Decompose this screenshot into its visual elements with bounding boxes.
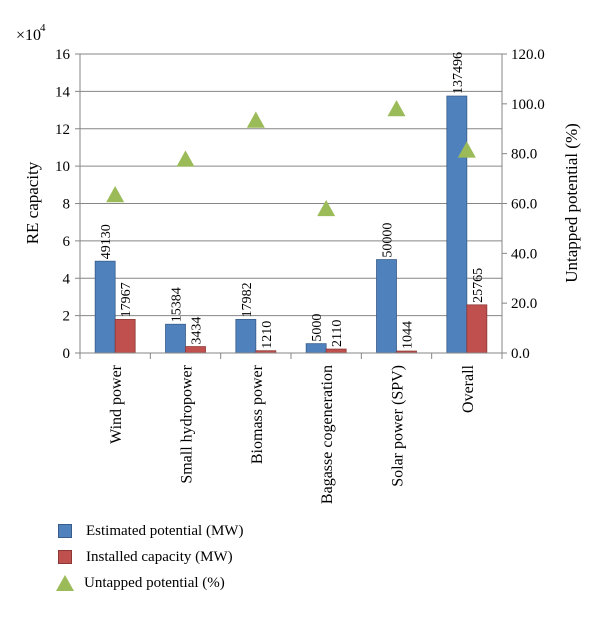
y-axis-multiplier-exponent: 4 [40, 22, 46, 34]
y2-tick-label: 100.0 [511, 97, 545, 113]
untapped-marker-triangle [106, 186, 125, 203]
y2-tick-label: 60.0 [511, 197, 537, 213]
bar-estimated [376, 259, 397, 354]
untapped-marker-triangle [317, 199, 336, 217]
untapped-marker-triangle [246, 111, 265, 128]
data-label-estimated: 17982 [240, 282, 255, 317]
bar-estimated [94, 260, 116, 354]
markers [106, 100, 476, 217]
bar-estimated [165, 323, 186, 354]
x-category-label: Bagasse cogeneration [319, 365, 336, 504]
data-label-installed: 3434 [190, 317, 205, 345]
legend-item-untapped: Untapped potential (%) [56, 570, 243, 596]
bars [94, 95, 488, 354]
y-tick-label: 12 [55, 122, 70, 138]
y2-tick-label: 40.0 [511, 246, 537, 262]
y2-tick-label: 0.0 [511, 346, 530, 362]
legend: Estimated potential (MW) Installed capac… [56, 518, 243, 596]
data-label-installed: 17967 [119, 282, 134, 317]
legend-label-untapped: Untapped potential (%) [84, 574, 225, 591]
untapped-marker-triangle [457, 141, 476, 158]
y2-tick-label: 80.0 [511, 147, 537, 163]
x-category-label: Biomass power [249, 364, 266, 464]
x-category-label: Wind power [108, 364, 125, 444]
y-tick-label: 2 [63, 309, 71, 325]
x-category-label: Overall [460, 364, 477, 413]
data-label-estimated: 137496 [451, 52, 466, 94]
bar-estimated [446, 95, 468, 354]
data-label-estimated: 50000 [381, 223, 396, 258]
untapped-marker-triangle [387, 100, 406, 117]
data-label-estimated: 5000 [310, 314, 325, 342]
bar-estimated [305, 343, 327, 354]
bar-installed [185, 346, 206, 354]
legend-triangle-icon [56, 575, 74, 591]
legend-item-estimated: Estimated potential (MW) [58, 518, 243, 544]
gridlines [80, 53, 502, 317]
legend-label-estimated: Estimated potential (MW) [86, 522, 244, 539]
bar-installed [466, 304, 488, 354]
y-axis-title: RE capacity [23, 161, 42, 244]
y2-tick-label: 20.0 [511, 296, 537, 312]
y-tick-label: 0 [63, 346, 71, 362]
data-label-installed: 1044 [401, 321, 416, 349]
y2-axis-title: Untapped potential (%) [562, 123, 581, 283]
data-label-estimated: 49130 [99, 224, 114, 259]
y-tick-label: 10 [55, 159, 70, 175]
y-axis-multiplier: ×10 [16, 27, 41, 44]
x-category-label: Solar power (SPV) [390, 365, 407, 487]
axes: 0 2 4 6 8 10 12 14 16 0.0 20.0 40.0 60.0 80.0 100.0 120… [55, 47, 545, 504]
bar-installed [114, 319, 136, 354]
legend-item-installed: Installed capacity (MW) [58, 544, 243, 570]
legend-label-installed: Installed capacity (MW) [86, 548, 233, 565]
data-label-installed: 25765 [471, 268, 486, 303]
y-tick-label: 4 [63, 271, 71, 287]
y-tick-label: 14 [55, 84, 71, 100]
untapped-marker-triangle [176, 150, 195, 167]
y-tick-label: 16 [55, 47, 71, 63]
bar-estimated [235, 318, 257, 354]
data-labels: 49130 17967 15384 3434 17982 1210 5000 2110 5000… [99, 52, 486, 349]
y-tick-label: 6 [63, 234, 71, 250]
legend-swatch-estimated [58, 524, 72, 538]
x-category-label: Small hydropower [179, 364, 196, 483]
data-label-installed: 1210 [260, 321, 275, 349]
legend-swatch-installed [58, 550, 72, 564]
y2-tick-label: 120.0 [511, 47, 545, 63]
y-tick-label: 8 [63, 197, 71, 213]
data-label-estimated: 15384 [170, 287, 185, 322]
data-label-installed: 2110 [330, 320, 345, 347]
bar-installed [325, 348, 347, 354]
